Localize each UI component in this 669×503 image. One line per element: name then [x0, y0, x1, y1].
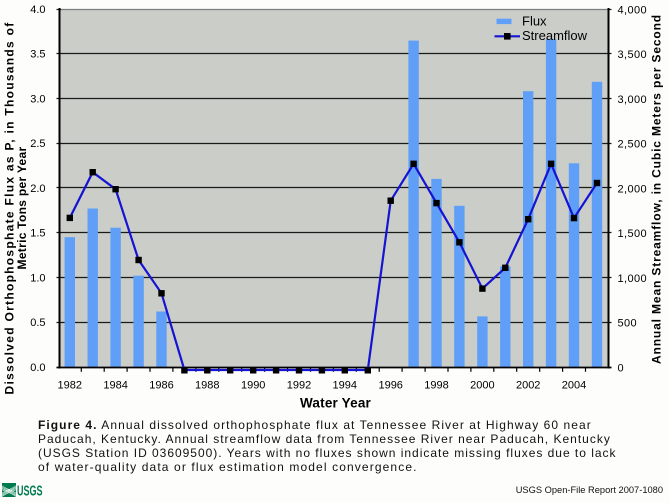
svg-text:3,500: 3,500 [618, 49, 648, 61]
svg-text:2000: 2000 [470, 379, 494, 391]
svg-text:1986: 1986 [149, 379, 173, 391]
svg-text:1,000: 1,000 [618, 273, 648, 285]
svg-text:Dissolved Orthophosphate Flux: Dissolved Orthophosphate Flux as P, in T… [3, 22, 17, 395]
svg-text:Streamflow: Streamflow [522, 28, 588, 43]
svg-text:3.5: 3.5 [30, 49, 45, 61]
svg-text:2004: 2004 [562, 379, 586, 391]
svg-text:1992: 1992 [287, 379, 311, 391]
svg-text:1996: 1996 [378, 379, 402, 391]
svg-text:4.0: 4.0 [30, 4, 45, 16]
svg-text:1,500: 1,500 [618, 228, 648, 240]
svg-text:Flux: Flux [522, 13, 547, 28]
svg-text:1.0: 1.0 [30, 272, 45, 284]
svg-text:4,000: 4,000 [618, 4, 648, 16]
svg-text:2,000: 2,000 [618, 183, 648, 195]
svg-text:0.0: 0.0 [30, 362, 45, 374]
svg-text:2.5: 2.5 [30, 138, 45, 150]
svg-text:3,000: 3,000 [618, 94, 648, 106]
svg-text:USGS: USGS [17, 484, 43, 498]
svg-text:1984: 1984 [103, 379, 127, 391]
svg-text:1998: 1998 [424, 379, 448, 391]
svg-text:1982: 1982 [58, 379, 82, 391]
svg-text:1988: 1988 [195, 379, 219, 391]
svg-text:1990: 1990 [241, 379, 265, 391]
svg-text:3.0: 3.0 [30, 93, 45, 105]
svg-text:2,500: 2,500 [618, 139, 648, 151]
svg-text:Annual Mean Streamflow, in Cub: Annual Mean Streamflow, in Cubic Meters … [650, 14, 664, 364]
svg-text:1994: 1994 [333, 379, 357, 391]
svg-text:0.5: 0.5 [30, 317, 45, 329]
svg-text:2.0: 2.0 [30, 183, 45, 195]
svg-text:1.5: 1.5 [30, 228, 45, 240]
svg-text:0: 0 [618, 363, 625, 375]
svg-text:Water Year: Water Year [300, 395, 372, 410]
svg-text:Metric Tons per Year: Metric Tons per Year [15, 147, 29, 270]
svg-text:500: 500 [618, 318, 638, 330]
svg-text:2002: 2002 [516, 379, 540, 391]
